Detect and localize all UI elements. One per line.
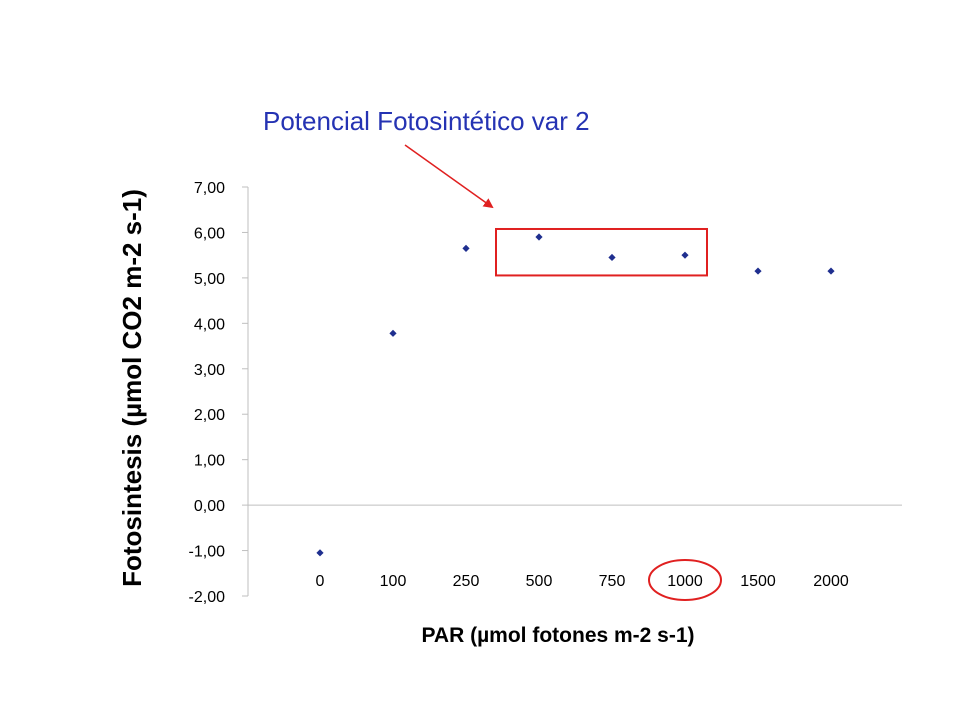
data-point	[462, 244, 470, 252]
y-tick-label: 5,00	[194, 271, 225, 288]
data-point	[754, 267, 762, 275]
highlight-box	[495, 227, 708, 277]
y-tick-label: 3,00	[194, 362, 225, 379]
x-tick-label: 0	[316, 573, 325, 590]
data-point	[608, 253, 616, 262]
data-point-group	[316, 233, 835, 557]
x-tick-label: 250	[453, 573, 480, 590]
y-tick-label: -1,00	[189, 544, 226, 561]
data-point	[827, 267, 835, 275]
x-tick-group: 0 100 250 500 750 1000 1500 2000	[316, 573, 849, 590]
x-tick-label: 500	[526, 573, 553, 590]
x-tick-label: 1000	[667, 573, 703, 590]
highlight-circle	[648, 559, 722, 601]
x-tick-label: 750	[599, 573, 626, 590]
x-tick-label: 1500	[740, 573, 776, 590]
y-tick-label: 6,00	[194, 225, 225, 242]
y-tick-label: 0,00	[194, 498, 225, 515]
annotation-label: Potencial Fotosintético var 2	[263, 106, 590, 136]
data-point	[389, 329, 397, 337]
data-point	[316, 549, 324, 557]
y-tick-label: 7,00	[194, 180, 225, 197]
axes	[247, 187, 902, 596]
data-point	[535, 233, 543, 241]
data-point	[681, 251, 689, 259]
y-tick-label: 4,00	[194, 316, 225, 333]
y-tick-label: 2,00	[194, 407, 225, 424]
x-tick-label: 100	[380, 573, 407, 590]
y-axis-title: Fotosintesis (µmol CO2 m-2 s-1)	[117, 189, 147, 587]
x-axis-title: PAR (µmol fotones m-2 s-1)	[421, 624, 694, 647]
annotation-arrow	[404, 144, 494, 209]
y-tick-label: -2,00	[189, 589, 226, 606]
y-tick-label: 1,00	[194, 453, 225, 470]
x-tick-label: 2000	[813, 573, 849, 590]
y-tick-group: -2,00 -1,00 0,00 1,00 2,00 3,00 4,00 5,00 6,00 7,…	[189, 180, 248, 606]
